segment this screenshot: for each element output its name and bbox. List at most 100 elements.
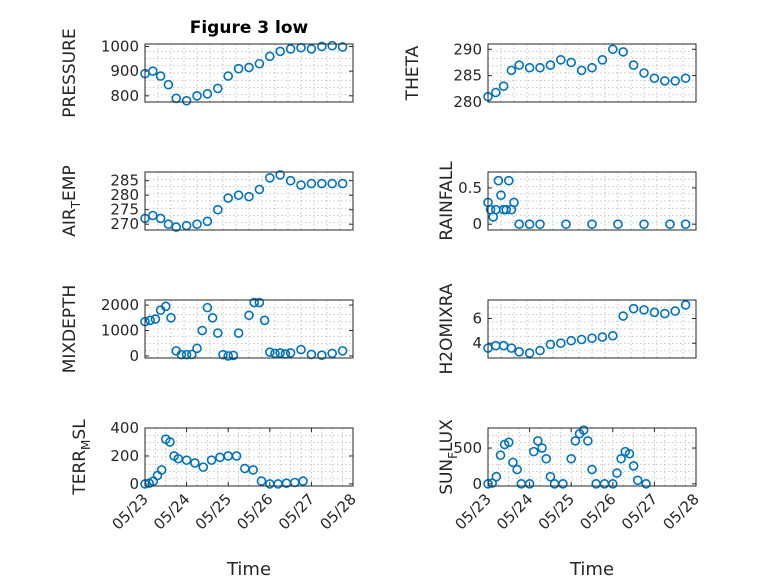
- x-axis-label: Time: [226, 559, 271, 580]
- data-point: [607, 44, 618, 55]
- data-point: [181, 349, 192, 360]
- data-point: [639, 305, 649, 315]
- x-tick-label: 05/26: [576, 490, 619, 533]
- y-tick-label: 0: [472, 475, 482, 493]
- data-point: [607, 330, 618, 341]
- data-point: [535, 62, 545, 73]
- data-point: [612, 468, 622, 478]
- y-axis-label: SUNFLUX: [437, 419, 460, 495]
- data-point: [296, 180, 306, 190]
- data-point: [649, 73, 660, 84]
- y-tick-label: 0: [472, 215, 482, 233]
- data-point: [632, 475, 643, 486]
- data-point: [555, 55, 566, 65]
- data-point: [202, 216, 213, 227]
- y-tick-label: 4: [472, 334, 482, 352]
- data-point: [148, 66, 158, 76]
- x-tick-label: 05/25: [192, 490, 235, 533]
- data-point: [202, 302, 213, 313]
- data-point: [628, 60, 639, 70]
- data-point: [155, 213, 166, 224]
- data-point: [555, 338, 566, 348]
- data-point: [545, 60, 556, 70]
- y-tick-label: 1000: [101, 37, 139, 55]
- data-point: [628, 461, 639, 471]
- data-point: [587, 219, 597, 229]
- data-point: [244, 62, 254, 73]
- data-point: [337, 42, 348, 52]
- data-point: [285, 348, 296, 358]
- data-point: [498, 81, 509, 91]
- subplot-1: 800 900 1000 PRESSURE Figure 3 low: [60, 18, 354, 118]
- data-point: [150, 314, 161, 324]
- axes-frame: [144, 171, 354, 231]
- axes-frame: [144, 427, 354, 487]
- y-tick-label: 280: [110, 186, 139, 204]
- data-point: [533, 436, 543, 446]
- data-point: [501, 204, 512, 215]
- data-point: [587, 464, 597, 475]
- data-point: [587, 62, 597, 73]
- data-point: [535, 345, 545, 356]
- data-point: [566, 57, 577, 68]
- data-point: [248, 465, 258, 475]
- y-axis-label: H2OMIXRA: [437, 283, 457, 374]
- data-point: [198, 462, 209, 472]
- data-point: [506, 343, 517, 353]
- x-tick-label: 05/23: [452, 490, 495, 533]
- x-tick-label: 05/27: [275, 490, 318, 533]
- data-point: [490, 87, 501, 98]
- axes-frame: [487, 299, 697, 359]
- data-point: [508, 457, 518, 468]
- y-tick-label: 6: [472, 310, 482, 328]
- data-point: [316, 350, 327, 361]
- subplot-2: 280 285 290 THETA: [403, 40, 697, 111]
- data-point: [561, 219, 571, 229]
- data-point: [337, 178, 348, 189]
- data-point: [639, 219, 649, 229]
- data-point: [202, 89, 213, 99]
- y-tick-label: 290: [453, 40, 482, 58]
- data-point: [285, 175, 296, 186]
- data-point: [275, 170, 286, 180]
- data-point: [207, 313, 218, 323]
- y-tick-label: 285: [453, 67, 482, 85]
- data-point: [665, 219, 675, 229]
- data-point: [256, 476, 267, 486]
- data-point: [233, 328, 244, 338]
- axes-frame: [144, 43, 354, 103]
- data-point: [616, 453, 626, 464]
- y-axis-label: THETA: [403, 45, 423, 101]
- data-point: [249, 297, 259, 308]
- data-point: [613, 219, 623, 229]
- x-tick-label: 05/24: [150, 490, 193, 533]
- data-point: [259, 315, 270, 326]
- data-point: [535, 219, 545, 229]
- y-axis-label: RAINFALL: [437, 161, 457, 241]
- data-point: [649, 307, 660, 318]
- data-point: [316, 178, 327, 189]
- axes-frame: [487, 43, 697, 103]
- data-point: [493, 175, 504, 186]
- chart-title: Figure 3 low: [190, 18, 309, 38]
- data-point: [228, 350, 239, 361]
- data-point: [524, 479, 535, 489]
- data-point: [156, 465, 167, 475]
- y-tick-label: 800: [110, 87, 139, 105]
- data-point: [327, 40, 338, 51]
- data-point: [641, 479, 651, 489]
- data-point: [275, 46, 286, 57]
- data-point: [537, 443, 547, 453]
- data-point: [509, 197, 519, 208]
- data-point: [223, 71, 233, 81]
- data-point: [578, 425, 589, 435]
- y-tick-label: 270: [110, 215, 139, 233]
- y-tick-label: 0: [129, 475, 139, 493]
- data-point: [275, 348, 286, 358]
- y-axis-label: TERRMSL: [70, 419, 93, 496]
- data-point: [524, 348, 535, 358]
- data-point: [541, 453, 552, 464]
- data-point: [155, 71, 166, 81]
